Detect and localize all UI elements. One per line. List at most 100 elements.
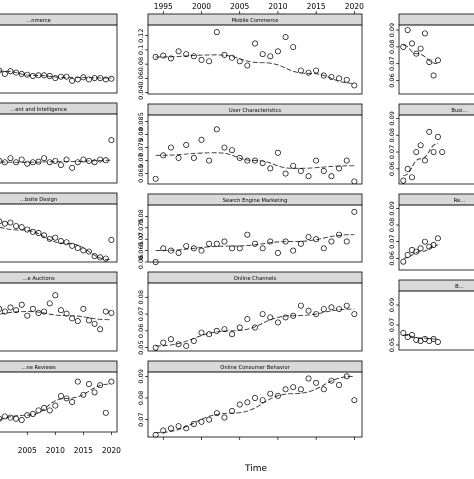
data-point xyxy=(282,314,289,321)
data-point xyxy=(409,332,415,338)
data-point xyxy=(328,377,335,384)
y-tick-label: 0.08 xyxy=(388,218,396,232)
data-point xyxy=(213,126,220,133)
data-point xyxy=(336,306,343,312)
x-tick-label: 2015 xyxy=(307,2,326,11)
data-point xyxy=(413,248,420,255)
data-point xyxy=(343,76,350,83)
data-point xyxy=(400,177,407,184)
data-point xyxy=(244,157,251,164)
panel-frame xyxy=(147,371,363,438)
data-point xyxy=(282,34,289,41)
data-point xyxy=(421,157,428,164)
data-point xyxy=(336,165,343,172)
data-point xyxy=(213,410,220,417)
data-point xyxy=(63,310,70,317)
x-tick-label: 2005 xyxy=(18,446,37,455)
panel-strip xyxy=(0,192,118,205)
data-point xyxy=(35,158,42,165)
data-point xyxy=(18,224,25,231)
data-point xyxy=(297,168,304,174)
data-point xyxy=(1,71,8,77)
data-point xyxy=(1,159,8,166)
data-point xyxy=(74,159,81,166)
y-tick-label: 0.06 xyxy=(388,73,396,87)
y-tick-label: 0.06 xyxy=(388,251,396,265)
data-point xyxy=(18,71,25,77)
y-tick-label: 0.09 xyxy=(388,23,396,37)
panel-title: User Characteristics xyxy=(229,108,282,114)
data-point xyxy=(417,142,424,149)
data-point xyxy=(404,165,411,172)
data-point xyxy=(213,240,220,247)
data-point xyxy=(13,415,20,422)
data-point xyxy=(63,156,70,163)
data-point xyxy=(1,308,8,315)
data-point xyxy=(57,393,64,399)
data-point xyxy=(213,327,220,334)
data-point xyxy=(86,157,92,164)
data-point xyxy=(18,417,25,423)
data-point xyxy=(35,407,42,414)
data-point xyxy=(236,245,243,252)
data-point xyxy=(52,402,59,409)
data-point xyxy=(206,240,213,247)
data-point xyxy=(320,306,327,312)
data-point xyxy=(252,240,258,247)
data-point xyxy=(167,247,174,254)
data-point xyxy=(274,392,281,399)
data-point xyxy=(190,421,197,427)
data-point xyxy=(305,233,312,240)
data-point xyxy=(267,165,274,172)
data-point xyxy=(417,245,424,252)
data-point xyxy=(290,247,297,254)
data-point xyxy=(426,128,433,135)
data-point xyxy=(108,309,115,316)
data-point xyxy=(167,336,174,343)
data-point xyxy=(221,144,228,151)
y-tick-label: 0.07 xyxy=(137,232,145,246)
data-point xyxy=(86,248,92,255)
data-point xyxy=(313,379,320,386)
x-tick-label: 2010 xyxy=(46,446,65,455)
y-tick-label: 0.06 xyxy=(137,255,145,269)
data-point xyxy=(29,73,36,79)
y-tick-label: 0.09 xyxy=(388,201,396,215)
data-point xyxy=(102,409,109,416)
data-point xyxy=(183,343,190,349)
data-point xyxy=(252,40,258,47)
trend-line xyxy=(0,383,112,421)
data-point xyxy=(409,174,415,181)
trend-line xyxy=(403,143,438,177)
data-point xyxy=(190,53,197,60)
data-point xyxy=(35,309,42,316)
x-tick-label: 2005 xyxy=(230,2,249,11)
data-point xyxy=(400,330,407,336)
data-point xyxy=(343,302,350,309)
data-point xyxy=(320,386,327,393)
data-point xyxy=(13,307,20,314)
panel-title: B… xyxy=(455,284,464,290)
data-point xyxy=(18,301,25,308)
y-tick-label: 0.07 xyxy=(137,412,145,426)
data-point xyxy=(400,258,407,265)
y-tick-label: 0.08 xyxy=(137,290,145,304)
data-point xyxy=(63,239,70,246)
data-point xyxy=(91,253,98,260)
data-point xyxy=(63,395,70,402)
data-point xyxy=(35,72,42,79)
panel-title: …ne Reviews xyxy=(21,365,56,371)
data-point xyxy=(108,137,115,144)
data-point xyxy=(328,238,335,245)
data-point xyxy=(297,67,304,74)
data-point xyxy=(13,69,20,76)
data-point xyxy=(91,159,98,166)
data-point xyxy=(297,386,304,393)
data-point xyxy=(69,399,76,405)
data-point xyxy=(24,71,31,78)
data-point xyxy=(229,147,236,154)
data-point xyxy=(24,226,31,233)
data-point xyxy=(160,152,167,159)
panel-title: …ent and Intelligence xyxy=(10,107,67,113)
data-point xyxy=(409,40,415,47)
